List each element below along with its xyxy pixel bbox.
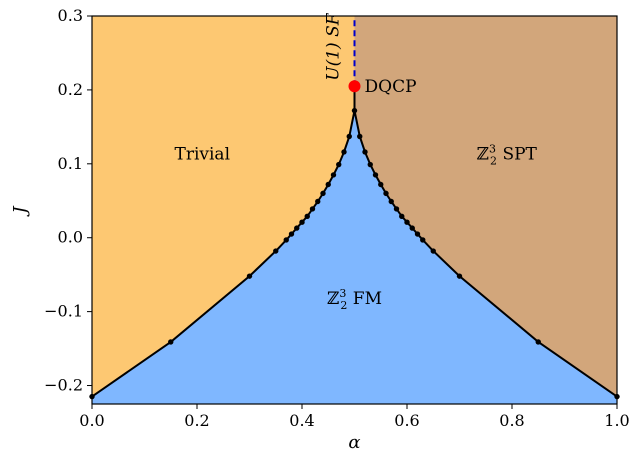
right-boundary-point	[378, 181, 384, 188]
left-boundary-point	[320, 190, 326, 197]
right-boundary-point	[367, 161, 373, 168]
x-tick-label: 0.2	[184, 411, 209, 430]
right-boundary-point	[357, 133, 363, 140]
left-boundary-point	[309, 206, 316, 212]
fm-region-label: ℤ3 2 FM	[327, 287, 382, 312]
y-tick-label: 0.2	[58, 80, 83, 99]
right-boundary-point	[399, 213, 405, 219]
y-axis-label: J	[10, 205, 31, 218]
plot-frame	[91, 15, 618, 405]
right-boundary-point	[388, 198, 394, 205]
right-boundary-point	[362, 149, 368, 155]
trivial-region-label: Trivial	[174, 144, 230, 164]
y-tick-label: −0.2	[44, 376, 83, 395]
right-boundary-point	[404, 219, 410, 225]
left-boundary-point	[304, 213, 310, 219]
x-tick-label: 0.0	[79, 411, 104, 430]
spt-label-sup: 3	[489, 142, 496, 155]
right-boundary-point	[393, 206, 400, 212]
right-boundary-point	[456, 273, 463, 279]
left-boundary-point	[299, 219, 305, 225]
left-boundary-point	[294, 225, 300, 231]
left-boundary-point	[330, 172, 337, 178]
left-boundary-point	[336, 161, 342, 168]
left-boundary-point	[315, 198, 321, 205]
dqcp-label: DQCP	[365, 77, 417, 97]
fm-label-sub: 2	[340, 299, 347, 312]
spt-label-suffix: SPT	[497, 144, 537, 164]
x-tick-label: 0.4	[289, 411, 314, 430]
sf-label: U(1) SF	[324, 12, 344, 80]
left-boundary-point	[288, 231, 295, 237]
right-boundary-point	[409, 225, 415, 231]
spt-region-label: ℤ3 2 SPT	[477, 142, 538, 167]
right-boundary-point	[535, 339, 541, 345]
right-boundary-point	[372, 172, 379, 178]
phase-regions	[92, 16, 617, 404]
y-tick-label: 0.1	[58, 154, 83, 173]
left-boundary-point	[168, 339, 174, 345]
fm-label-base: ℤ	[327, 289, 339, 309]
left-boundary-point	[351, 107, 358, 114]
right-boundary-point	[414, 231, 421, 237]
y-tick-label: 0.3	[58, 6, 83, 25]
trivial-region	[92, 16, 355, 404]
right-boundary-point	[430, 248, 436, 254]
left-boundary-point	[325, 181, 331, 188]
dqcp-point	[348, 80, 361, 93]
fm-label-suffix: FM	[347, 289, 382, 309]
y-tick-label: 0.0	[58, 228, 83, 247]
spt-region	[354, 16, 617, 404]
left-boundary-point	[246, 273, 253, 279]
fm-label-sup: 3	[339, 287, 346, 300]
y-tick-label: −0.1	[44, 302, 83, 321]
left-boundary-point	[346, 133, 352, 140]
x-tick-label: 1.0	[604, 411, 629, 430]
x-axis: 0.0 0.2 0.4 0.6 0.8 1.0	[79, 404, 630, 430]
right-boundary-point	[420, 237, 426, 243]
fm-region	[92, 110, 617, 404]
right-boundary-point	[383, 190, 389, 197]
left-boundary-point	[283, 237, 289, 243]
left-boundary-point	[273, 248, 279, 254]
spt-label-sub: 2	[490, 154, 497, 167]
spt-label-base: ℤ	[477, 144, 489, 164]
x-tick-label: 0.8	[499, 411, 524, 430]
y-axis: −0.2 −0.1 0.0 0.1 0.2 0.3	[44, 6, 92, 395]
x-tick-label: 0.6	[394, 411, 419, 430]
boundary-points	[89, 80, 620, 400]
left-boundary-point	[341, 149, 347, 155]
x-axis-label: α	[348, 432, 360, 453]
